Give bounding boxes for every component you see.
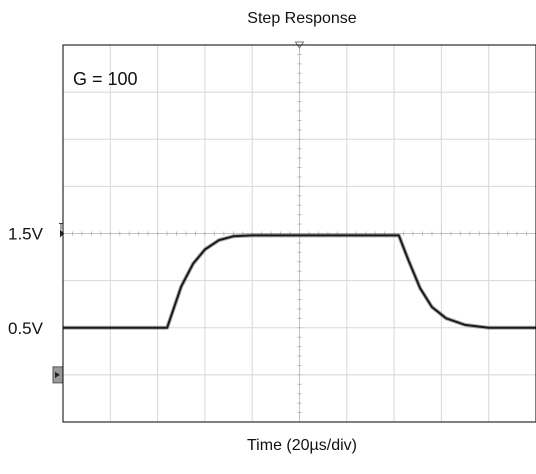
- chart-title: Step Response: [247, 10, 357, 27]
- trace-layer: [63, 233, 536, 330]
- gain-annotation: G = 100: [73, 69, 138, 89]
- channel-ground-arrow: [55, 371, 60, 378]
- y-tick-labels: 1.5V 0.5V: [8, 225, 44, 338]
- trigger-level-marker: [60, 229, 64, 238]
- x-axis-label: Time (20µs/div): [247, 437, 357, 454]
- plot-frame: [62, 44, 536, 423]
- step-response-trace: [63, 234, 536, 329]
- trigger-t-marker: [59, 223, 63, 230]
- grid: [63, 45, 536, 422]
- y-tick-label: 0.5V: [8, 319, 44, 338]
- y-tick-label: 1.5V: [8, 225, 44, 244]
- scope-markers: [52, 41, 305, 384]
